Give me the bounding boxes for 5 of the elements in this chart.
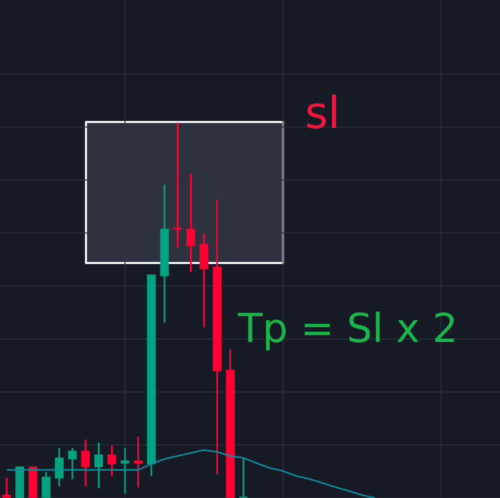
annotation: sl — [305, 88, 340, 139]
candlestick — [2, 478, 11, 498]
annotation: Tp = Sl x 2 — [238, 306, 458, 352]
candlestick — [120, 448, 130, 494]
candlestick — [239, 458, 248, 498]
